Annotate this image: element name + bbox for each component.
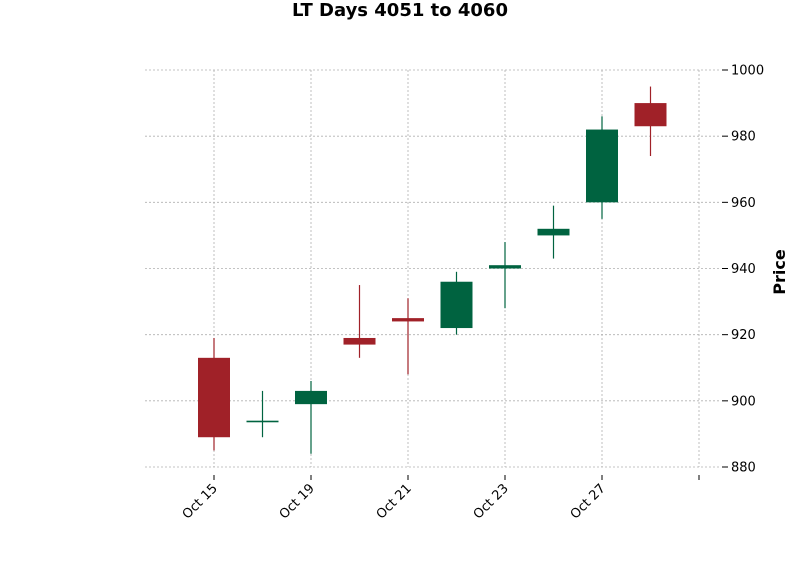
candle bbox=[295, 380, 327, 454]
x-tick-label: Oct 21 bbox=[374, 481, 415, 522]
x-tick-label: Oct 27 bbox=[568, 481, 609, 522]
candle bbox=[198, 337, 230, 451]
y-axis-label: Price bbox=[770, 249, 789, 295]
y-tick-label: 920 bbox=[731, 328, 756, 343]
candle bbox=[489, 242, 521, 309]
x-tick-label: Oct 23 bbox=[471, 481, 512, 522]
y-tick-label: 900 bbox=[731, 394, 756, 409]
candle bbox=[246, 390, 279, 438]
candle bbox=[440, 271, 473, 335]
candle bbox=[586, 116, 618, 219]
candle-body bbox=[489, 265, 521, 269]
y-tick-label: 960 bbox=[731, 196, 756, 211]
candle-body bbox=[586, 129, 618, 203]
candles bbox=[198, 86, 667, 454]
candle-body bbox=[246, 420, 279, 423]
candle-body bbox=[343, 337, 376, 345]
grid-lines bbox=[145, 69, 720, 468]
x-tick-label: Oct 15 bbox=[180, 481, 221, 522]
candle bbox=[537, 205, 570, 259]
y-tick-label: 940 bbox=[731, 262, 756, 277]
candle-body bbox=[295, 390, 327, 405]
candle bbox=[634, 86, 667, 157]
y-tick-label: 980 bbox=[731, 130, 756, 145]
x-tick-label: Oct 19 bbox=[277, 481, 318, 522]
candle-body bbox=[198, 357, 230, 438]
candle-body bbox=[440, 281, 473, 329]
y-axis: 880 900 920 940 960 980 1000 bbox=[722, 64, 764, 476]
candle-body bbox=[634, 103, 667, 127]
y-tick-label: 1000 bbox=[731, 64, 764, 79]
candle-body bbox=[537, 228, 570, 236]
chart-title: LT Days 4051 to 4060 bbox=[292, 0, 508, 21]
y-tick-label: 880 bbox=[731, 461, 756, 476]
candle bbox=[392, 298, 424, 375]
candle-body bbox=[392, 318, 424, 322]
x-axis: Oct 15 Oct 19 Oct 21 Oct 23 Oct 27 bbox=[180, 475, 700, 522]
candle bbox=[343, 285, 376, 358]
